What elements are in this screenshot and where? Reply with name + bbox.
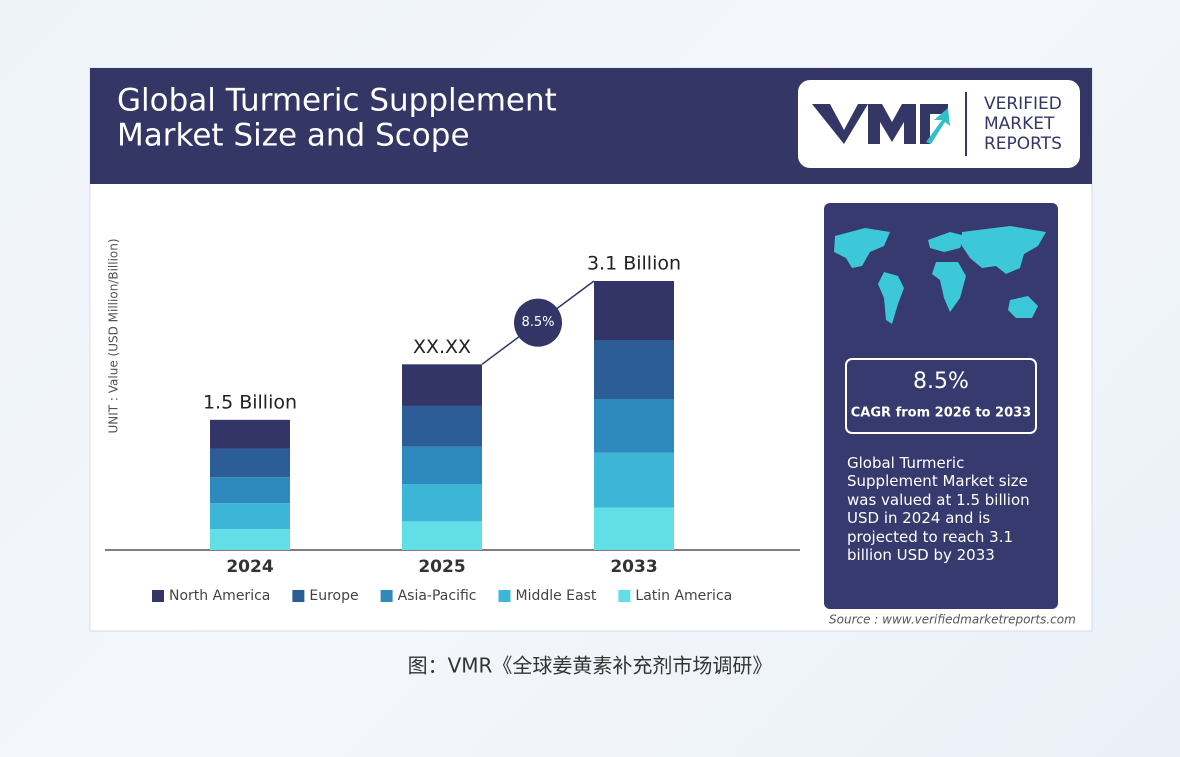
world-map — [834, 226, 1046, 324]
logo-box — [798, 80, 1080, 168]
x-tick-label: 2033 — [610, 557, 657, 577]
bar-segment — [594, 452, 674, 508]
bar-segment — [594, 507, 674, 550]
growth-badge-label: 8.5% — [521, 315, 554, 330]
legend-label: North America — [169, 588, 270, 604]
logo-text: REPORTS — [984, 134, 1062, 154]
bar-segment — [210, 503, 290, 530]
bar-segment — [210, 419, 290, 449]
y-axis-label: UNIT : Value (USD Million/Billion) — [107, 238, 121, 433]
legend-label: Europe — [309, 588, 358, 604]
bar-segment — [594, 281, 674, 341]
caption: 图：VMR《全球姜黄素补充剂市场调研》 — [408, 654, 773, 678]
cagr-caption: CAGR from 2026 to 2033 — [851, 406, 1031, 421]
cagr-box — [845, 358, 1037, 434]
total-label: XX.XX — [413, 336, 471, 358]
total-label: 1.5 Billion — [203, 391, 297, 413]
legend-label: Middle East — [515, 588, 596, 604]
legend-swatch — [292, 590, 305, 602]
legend-swatch — [498, 590, 511, 602]
growth-badge — [514, 298, 562, 347]
legend-swatch — [152, 590, 164, 602]
logo-mark — [812, 104, 950, 144]
bar-segment — [402, 405, 482, 447]
sidebar-panel — [824, 203, 1058, 609]
bar-segment — [402, 521, 482, 550]
legend-label: Asia-Pacific — [398, 588, 477, 604]
total-label: 3.1 Billion — [587, 253, 681, 275]
cagr-value: 8.5% — [913, 369, 969, 394]
title-line: Global Turmeric Supplement — [117, 83, 557, 119]
bar-segment — [402, 446, 482, 485]
legend-swatch — [618, 590, 631, 602]
bar-segment — [594, 340, 674, 400]
legend-label: Latin America — [635, 588, 732, 604]
logo-text: VERIFIED — [984, 94, 1062, 114]
title-line: Market Size and Scope — [117, 118, 470, 154]
x-tick-label: 2025 — [418, 557, 465, 577]
legend-swatch — [380, 590, 393, 602]
bar-segment — [210, 529, 290, 550]
source: Source : www.verifiedmarketreports.com — [829, 613, 1076, 627]
x-tick-label: 2024 — [226, 557, 273, 577]
logo-text: MARKET — [984, 114, 1055, 134]
bar-segment — [210, 448, 290, 478]
bar-segment — [402, 484, 482, 522]
bar-segment — [402, 364, 482, 406]
summary-text: Global Turmeric Supplement Market size w… — [847, 454, 1030, 565]
bar-segment — [210, 477, 290, 504]
bar-segment — [594, 399, 674, 453]
